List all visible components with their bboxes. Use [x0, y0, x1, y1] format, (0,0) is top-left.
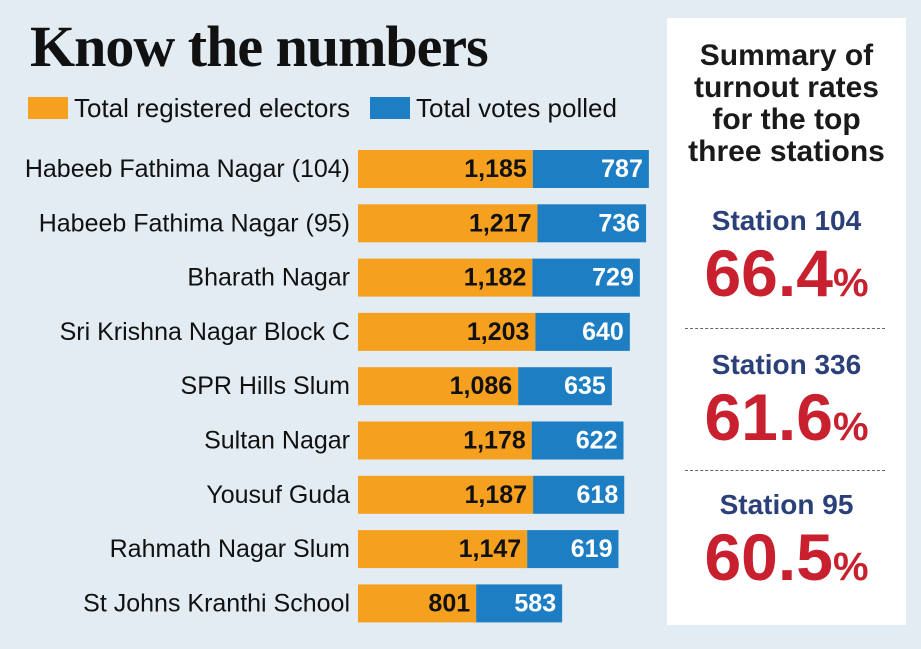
station-summary-336: Station 336 61.6% [667, 348, 906, 452]
summary-panel: Summary of turnout rates for the top thr… [667, 18, 906, 625]
category-label: St Johns Kranthi School [83, 589, 350, 617]
data-label-votes: 618 [577, 481, 619, 509]
bar-votes [531, 421, 624, 460]
data-label-electors: 1,185 [464, 155, 527, 183]
data-label-electors: 1,178 [463, 427, 526, 455]
bar-electors [358, 584, 477, 623]
data-label-votes: 583 [514, 589, 556, 617]
bar-electors [358, 258, 533, 297]
legend-item-electors: Total registered electors [28, 93, 350, 124]
divider [685, 470, 885, 471]
data-label-electors: 1,217 [469, 209, 532, 237]
bar-votes [532, 258, 640, 297]
data-label-votes: 729 [592, 264, 634, 292]
bar-electors [358, 312, 536, 351]
data-label-electors: 1,147 [459, 535, 522, 563]
data-label-electors: 1,086 [450, 372, 513, 400]
bar-electors [358, 421, 532, 460]
legend: Total registered electors Total votes po… [28, 92, 637, 124]
station-label: Station 336 [711, 349, 862, 380]
category-label: Habeeb Fathima Nagar (95) [39, 209, 350, 237]
bar-votes [532, 150, 649, 188]
data-label-votes: 619 [571, 535, 613, 563]
bar-electors [358, 204, 538, 243]
legend-swatch-electors [28, 97, 68, 119]
legend-label-votes: Total votes polled [416, 92, 617, 123]
turnout-rate: 60.5% [667, 522, 906, 592]
percent-sign: % [832, 261, 869, 305]
data-label-electors: 1,187 [465, 481, 528, 509]
bar-votes [527, 530, 619, 569]
data-label-electors: 801 [428, 589, 470, 617]
legend-swatch-votes [370, 97, 411, 119]
bar-votes [518, 367, 612, 406]
turnout-rate-value: 66.4 [704, 236, 833, 310]
bar-chart: Habeeb Fathima Nagar (104) 1,185 787 Habeeb… [25, 150, 649, 623]
chart-title: Know the numbers [30, 14, 489, 79]
bar-electors [358, 475, 534, 514]
turnout-rate: 66.4% [667, 238, 906, 308]
bar-votes [535, 312, 630, 351]
legend-label-electors: Total registered electors [74, 92, 351, 123]
category-label: Sultan Nagar [204, 427, 350, 455]
bar-votes [476, 584, 563, 623]
bar-electors [358, 530, 528, 569]
bar-electors [358, 150, 533, 188]
station-label: Station 104 [711, 205, 862, 236]
bar-votes [533, 475, 625, 514]
data-label-votes: 736 [598, 209, 640, 237]
bar-electors [358, 367, 519, 406]
data-label-electors: 1,182 [464, 264, 527, 292]
category-label: Habeeb Fathima Nagar (104) [25, 155, 350, 183]
data-label-electors: 1,203 [467, 318, 530, 346]
legend-item-votes: Total votes polled [370, 93, 617, 124]
category-label: Sri Krishna Nagar Block C [60, 318, 350, 346]
station-summary-95: Station 95 60.5% [667, 488, 906, 592]
turnout-rate: 61.6% [667, 382, 906, 452]
turnout-rate-value: 60.5 [704, 520, 833, 594]
data-label-votes: 635 [564, 372, 606, 400]
category-label: Rahmath Nagar Slum [110, 535, 350, 563]
data-label-votes: 640 [582, 318, 624, 346]
percent-sign: % [832, 405, 869, 449]
divider [685, 328, 885, 329]
bar-votes [537, 204, 647, 243]
data-label-votes: 622 [576, 427, 618, 455]
category-label: Bharath Nagar [187, 264, 350, 292]
turnout-rate-value: 61.6 [704, 380, 833, 454]
station-label: Station 95 [719, 489, 854, 520]
station-summary-104: Station 104 66.4% [667, 204, 906, 308]
category-label: SPR Hills Slum [181, 372, 350, 400]
percent-sign: % [832, 545, 869, 589]
data-label-votes: 787 [601, 155, 643, 183]
category-label: Yousuf Guda [206, 481, 350, 509]
summary-heading: Summary of turnout rates for the top thr… [688, 39, 885, 168]
